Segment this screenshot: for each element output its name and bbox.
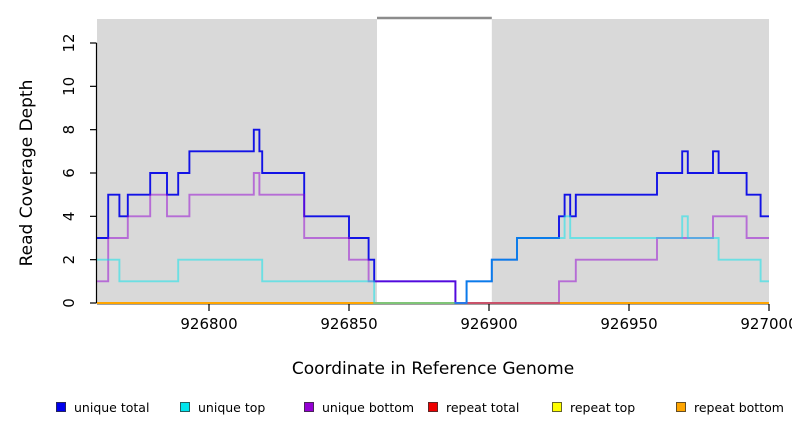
legend-item-unique-top: unique top bbox=[180, 399, 265, 415]
shaded-regions bbox=[97, 16, 769, 304]
y-tick-label: 4 bbox=[60, 212, 78, 222]
y-tick-label: 12 bbox=[60, 33, 78, 52]
legend-label: repeat bottom bbox=[694, 399, 784, 415]
shaded-region bbox=[97, 19, 377, 304]
axes: 0 2 4 6 8 10 12 926800 926850 926900 926950 927000 bbox=[60, 33, 792, 333]
x-tick-label: 926950 bbox=[600, 315, 657, 333]
y-tick-label: 8 bbox=[60, 125, 78, 135]
legend-item-unique-total: unique total bbox=[56, 399, 149, 415]
legend-label: unique top bbox=[198, 399, 266, 415]
y-tick-label: 10 bbox=[60, 77, 78, 96]
x-tick-label: 927000 bbox=[740, 315, 792, 333]
series-unique-bottom-line bbox=[97, 172, 769, 304]
x-tick-label: 926900 bbox=[460, 315, 517, 333]
x-tick-label: 926800 bbox=[180, 315, 237, 333]
legend-swatch-repeat-bottom bbox=[676, 402, 686, 412]
y-axis-title: Read Coverage Depth bbox=[17, 80, 37, 267]
y-tick-label: 2 bbox=[60, 255, 78, 265]
legend-label: unique total bbox=[74, 399, 150, 415]
x-tick-label: 926850 bbox=[320, 315, 377, 333]
legend-item-repeat-top: repeat top bbox=[552, 399, 635, 415]
series-unique-top-line bbox=[97, 215, 769, 304]
legend-swatch-unique-total bbox=[56, 402, 66, 412]
legend-swatch-unique-top bbox=[180, 402, 190, 412]
legend-item-repeat-bottom: repeat bottom bbox=[676, 399, 784, 415]
legend-label: repeat top bbox=[570, 399, 636, 415]
legend-swatch-repeat-total bbox=[428, 402, 438, 412]
y-tick-label: 6 bbox=[60, 168, 78, 178]
chart-legend: unique total unique top unique bottom repea… bbox=[0, 399, 792, 419]
legend-swatch-repeat-top bbox=[552, 402, 562, 412]
legend-item-repeat-total: repeat total bbox=[428, 399, 519, 415]
shaded-region bbox=[491, 19, 769, 304]
y-tick-label: 0 bbox=[60, 298, 78, 308]
legend-swatch-unique-bottom bbox=[304, 402, 314, 412]
legend-label: repeat total bbox=[446, 399, 520, 415]
x-axis-title: Coordinate in Reference Genome bbox=[292, 359, 574, 379]
legend-label: unique bottom bbox=[322, 399, 415, 415]
legend-item-unique-bottom: unique bottom bbox=[304, 399, 414, 415]
series-lines bbox=[97, 128, 769, 304]
